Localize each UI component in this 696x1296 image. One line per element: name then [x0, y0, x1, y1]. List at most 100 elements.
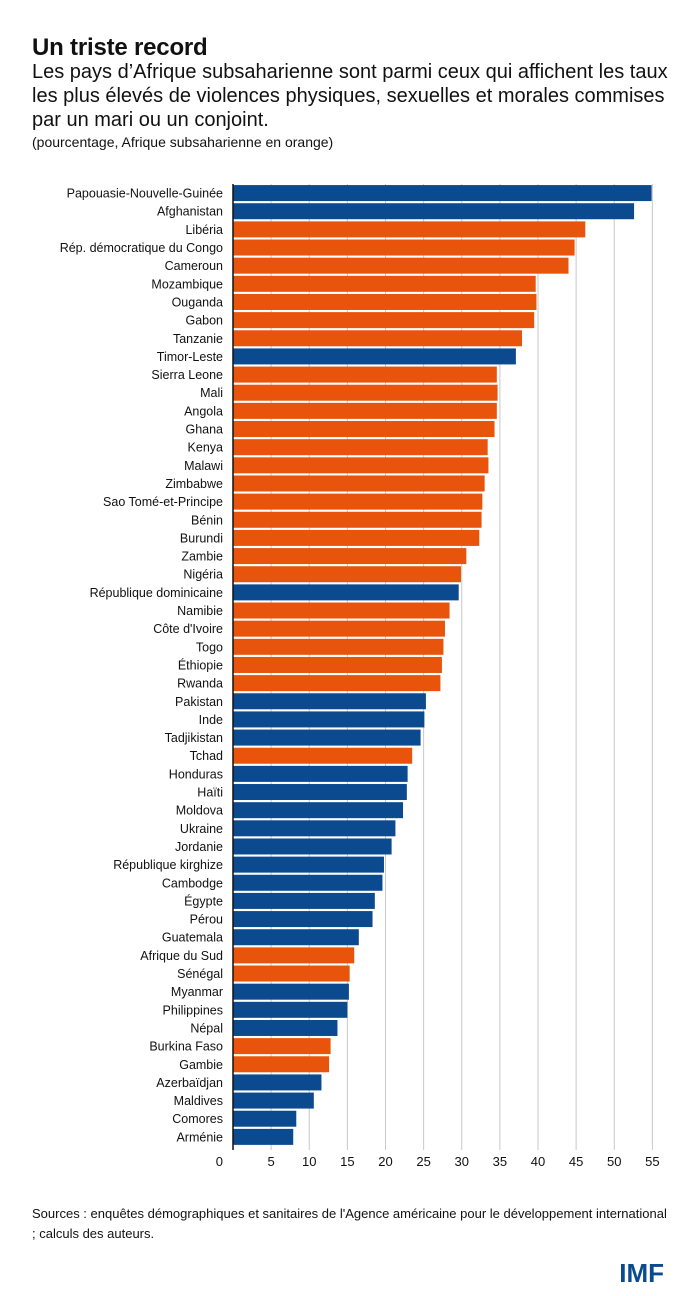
bar — [233, 384, 498, 401]
x-tick-label: 20 — [378, 1154, 392, 1169]
chart-title: Un triste record — [32, 34, 208, 61]
category-label: Cambodge — [162, 876, 223, 890]
bar — [233, 475, 485, 492]
chart-subtitle: Les pays d’Afrique subsaharienne sont pa… — [32, 61, 668, 131]
x-tick-label: 35 — [493, 1154, 507, 1169]
bar — [233, 366, 497, 383]
x-tick-label: 45 — [569, 1154, 583, 1169]
category-label: Inde — [199, 713, 223, 727]
bar — [233, 275, 536, 292]
x-tick-labels: 0 5 10 15 20 25 30 35 40 45 50 55 — [216, 1154, 660, 1169]
bars — [233, 185, 652, 1145]
bar — [233, 330, 522, 347]
bar — [233, 765, 408, 782]
category-label: Éthiopie — [178, 657, 223, 672]
bar — [233, 620, 445, 637]
bar — [233, 802, 404, 819]
x-tick-label: 30 — [455, 1154, 469, 1169]
bar — [233, 293, 537, 310]
category-label: Gabon — [185, 314, 223, 328]
bar — [233, 874, 383, 891]
bar — [233, 548, 467, 565]
bar — [233, 421, 495, 438]
bar — [233, 602, 450, 619]
bar — [233, 820, 396, 837]
bar — [233, 529, 480, 546]
bar — [233, 566, 461, 583]
bar — [233, 929, 359, 946]
category-label: Namibie — [177, 604, 223, 618]
category-label: Nigéria — [183, 568, 223, 582]
category-label: Zimbabwe — [165, 477, 223, 491]
bar — [233, 493, 483, 510]
category-label: Mozambique — [151, 277, 223, 291]
category-label: Papouasie-Nouvelle-Guinée — [67, 187, 223, 201]
x-tick-label: 0 — [216, 1154, 223, 1169]
bar — [233, 892, 375, 909]
bar — [233, 947, 355, 964]
category-label: Jordanie — [175, 840, 223, 854]
bar — [233, 1019, 338, 1036]
bar — [233, 1038, 331, 1055]
bar — [233, 584, 459, 601]
category-label: Burundi — [180, 531, 223, 545]
category-label: Libéria — [185, 223, 223, 237]
bar — [233, 911, 373, 928]
bar — [233, 511, 482, 528]
category-label: Moldova — [176, 804, 223, 818]
category-label: Azerbaïdjan — [156, 1076, 223, 1090]
category-label: Honduras — [169, 767, 223, 781]
bar — [233, 638, 444, 655]
x-tick-label: 55 — [645, 1154, 659, 1169]
category-label: Timor-Leste — [157, 350, 223, 364]
category-label: Comores — [172, 1112, 223, 1126]
x-tick-label: 25 — [416, 1154, 430, 1169]
bar — [233, 439, 488, 456]
bar — [233, 348, 516, 365]
category-label: Sierra Leone — [151, 368, 223, 382]
x-tick-label: 40 — [531, 1154, 545, 1169]
bar — [233, 784, 407, 801]
category-label: Burkina Faso — [149, 1040, 223, 1054]
bar — [233, 239, 575, 256]
category-label: Bénin — [191, 513, 223, 527]
bar — [233, 221, 586, 238]
category-label: Angola — [184, 404, 223, 418]
bar — [233, 1110, 297, 1127]
bar — [233, 1092, 314, 1109]
category-label: République dominicaine — [90, 586, 223, 600]
category-label: Gambie — [179, 1058, 223, 1072]
bar — [233, 693, 426, 710]
category-label: Ghana — [185, 423, 223, 437]
category-label: Ouganda — [172, 295, 223, 309]
category-label: Guatemala — [162, 931, 223, 945]
bar — [233, 965, 350, 982]
category-label: Togo — [196, 640, 223, 654]
category-label: Rwanda — [177, 677, 223, 691]
x-tick-label: 50 — [607, 1154, 621, 1169]
bar — [233, 457, 489, 474]
category-label: Rép. démocratique du Congo — [60, 241, 223, 255]
category-label: Zambie — [181, 550, 223, 564]
bar — [233, 203, 635, 220]
category-label: Côte d'Ivoire — [153, 622, 223, 636]
category-label: Kenya — [188, 441, 223, 455]
category-label: Sao Tomé-et-Principe — [103, 495, 223, 509]
bar — [233, 729, 421, 746]
category-label: Myanmar — [171, 985, 223, 999]
category-label: Ukraine — [180, 822, 223, 836]
x-tick-label: 15 — [340, 1154, 354, 1169]
category-label: Tadjikistan — [165, 731, 223, 745]
bar — [233, 185, 652, 202]
bar — [233, 656, 442, 673]
bar — [233, 838, 392, 855]
category-label: Pakistan — [175, 695, 223, 709]
bar — [233, 257, 569, 274]
category-label: Népal — [190, 1021, 223, 1035]
bar — [233, 1056, 330, 1073]
bar — [233, 402, 497, 419]
bar — [233, 1128, 294, 1145]
bar — [233, 312, 535, 329]
bar — [233, 856, 384, 873]
category-label: Philippines — [163, 1003, 223, 1017]
